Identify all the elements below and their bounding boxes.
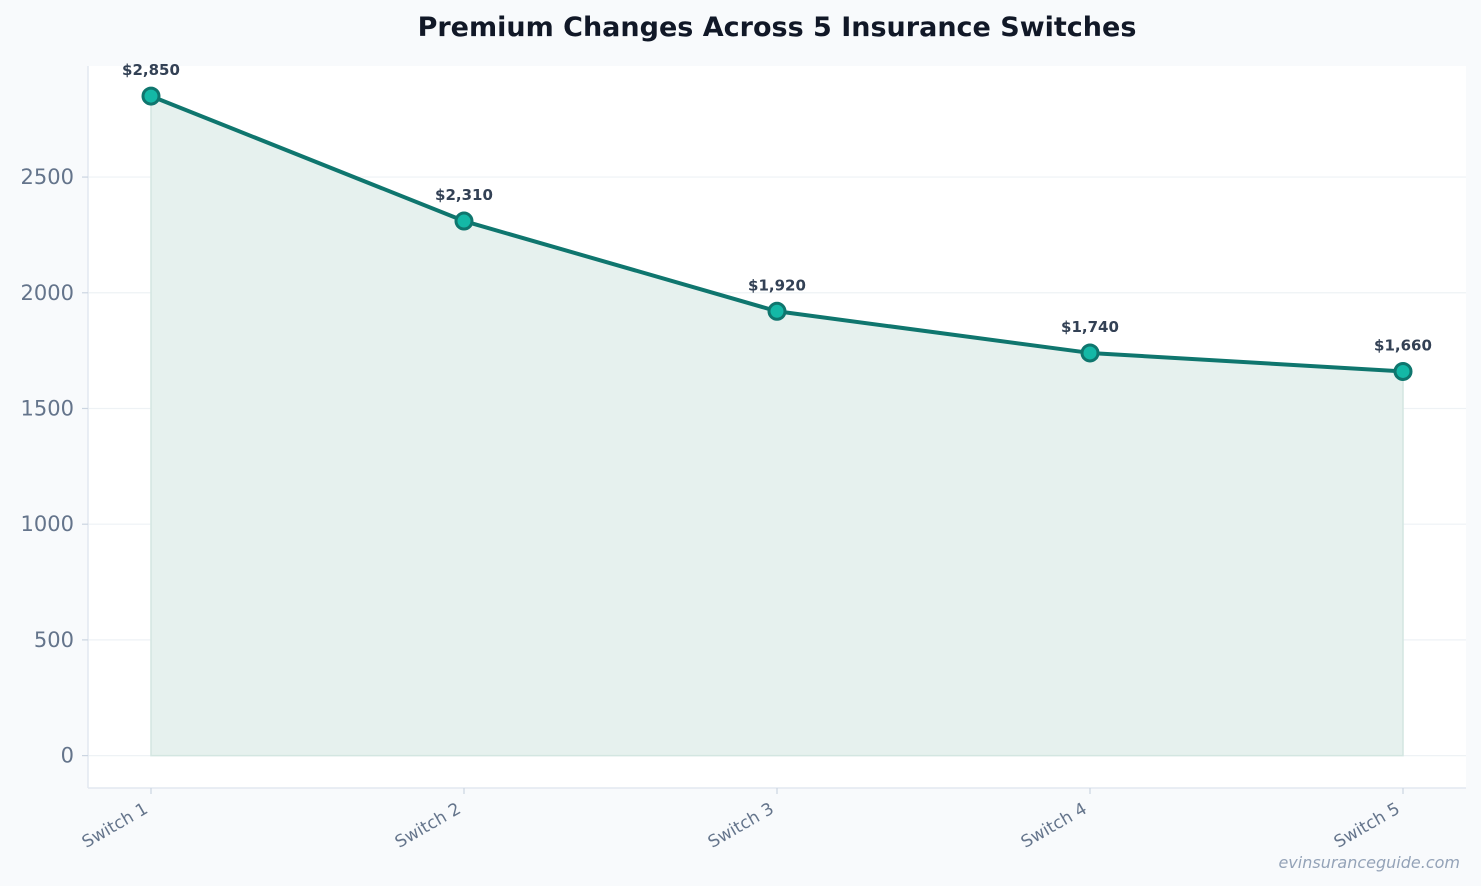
data-point — [454, 211, 474, 231]
data-label: $1,920 — [748, 276, 806, 294]
y-tick-label: 500 — [34, 628, 74, 652]
data-label: $1,740 — [1061, 318, 1119, 336]
x-tick-label: Switch 2 — [392, 799, 465, 853]
x-axis-ticks: Switch 1 Switch 2 Switch 3 Switch 4 Switch 5 — [79, 788, 1404, 853]
y-axis-ticks: 0 500 1000 1500 2000 2500 — [21, 165, 88, 768]
x-tick-label: Switch 1 — [79, 799, 152, 853]
x-tick-label: Switch 5 — [1331, 799, 1404, 853]
data-point — [141, 86, 161, 106]
data-label: $1,660 — [1374, 336, 1432, 354]
data-point — [1080, 343, 1100, 363]
x-tick-label: Switch 4 — [1018, 799, 1091, 853]
data-points — [141, 86, 1413, 381]
x-tick-label: Switch 3 — [705, 799, 778, 853]
data-point — [767, 301, 787, 321]
y-tick-label: 1000 — [21, 512, 74, 536]
y-tick-label: 2500 — [21, 165, 74, 189]
data-label: $2,310 — [435, 186, 493, 204]
watermark: evinsuranceguide.com — [1278, 853, 1460, 872]
data-label: $2,850 — [122, 61, 180, 79]
y-tick-label: 1500 — [21, 396, 74, 420]
data-labels: $2,850 $2,310 $1,920 $1,740 $1,660 — [122, 61, 1432, 354]
y-tick-label: 2000 — [21, 281, 74, 305]
data-point — [1393, 361, 1413, 381]
y-tick-label: 0 — [61, 744, 74, 768]
chart-title: Premium Changes Across 5 Insurance Switc… — [418, 12, 1137, 43]
